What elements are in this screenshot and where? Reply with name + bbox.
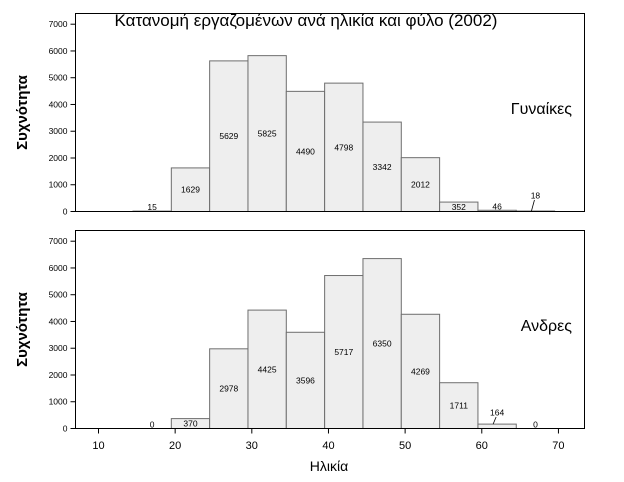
y-tick-label: 2000: [49, 370, 68, 380]
y-tick-label: 0: [63, 424, 68, 434]
bars: 15 1629 5629 5825 4490 4798 3342 2012 352 46 18: [132, 55, 556, 212]
bar: [477, 423, 517, 429]
x-tick-label: 30: [246, 440, 258, 452]
bar-value-label: 5825: [258, 129, 277, 139]
bar-value-label: 4425: [258, 364, 277, 374]
bar-value-label: 6350: [373, 339, 392, 349]
bar: [439, 382, 479, 429]
bar: [324, 82, 364, 212]
y-tick-label: 7000: [49, 19, 68, 29]
x-tick-label: 60: [476, 440, 488, 452]
y-axis-label: Συχνότητα: [14, 74, 31, 150]
y-tick-label: 0: [63, 207, 68, 217]
bar-value-label: 1629: [181, 185, 200, 195]
bar-value-label: 0: [150, 420, 155, 430]
bar: [247, 309, 287, 429]
bar: [324, 275, 364, 429]
x-tick-label: 40: [322, 440, 334, 452]
y-tick-label: 5000: [49, 73, 68, 83]
bar-value-label: 4269: [411, 366, 430, 376]
x-tick-label: 70: [552, 440, 564, 452]
y-tick-label: 4000: [49, 99, 68, 109]
y-tick-label: 3000: [49, 126, 68, 136]
y-tick-label: 2000: [49, 153, 68, 163]
y-tick-label: 6000: [49, 46, 68, 56]
bar-value-label: 2012: [411, 180, 430, 190]
bar: [400, 313, 441, 429]
panel-label-women: Γυναίκες: [511, 101, 573, 118]
bar-value-label: 164: [490, 408, 504, 418]
label-leader-line: [492, 416, 497, 425]
bar: [285, 90, 326, 212]
y-tick-label: 6000: [49, 263, 68, 273]
x-axis-label: Ηλικία: [310, 458, 348, 474]
bar-value-label: 1711: [450, 401, 469, 411]
chart-title: Κατανομή εργαζομένων ανά ηλικία και φύλο…: [115, 11, 498, 30]
bar: [247, 55, 287, 212]
panel-women: 15 1629 5629 5825 4490 4798 3342 2012 352 46 18 Συ…: [14, 13, 585, 217]
panel-men: 0 370 2978 4425 3596 5717 6350 4269 1711 164 0 Συχ…: [14, 230, 585, 452]
bar-value-label: 0: [533, 420, 538, 430]
bar-value-label: 18: [531, 191, 541, 201]
label-leader-line: [531, 199, 535, 212]
panel-frame: [75, 230, 585, 429]
bar-value-label: 15: [147, 202, 157, 212]
panel-label-men: Ανδρες: [521, 318, 573, 335]
bar: [170, 167, 211, 212]
x-tick-label: 10: [92, 440, 104, 452]
y-tick-label: 5000: [49, 290, 68, 300]
bar-value-label: 370: [183, 419, 197, 429]
x-tick-label: 50: [399, 440, 411, 452]
bar: [285, 331, 326, 430]
bar-value-label: 46: [492, 201, 502, 211]
bars: 0 370 2978 4425 3596 5717 6350 4269 1711 164 0: [150, 258, 538, 430]
x-tick-label: 20: [169, 440, 181, 452]
y-tick-label: 4000: [49, 316, 68, 326]
y-tick-label: 1000: [49, 397, 68, 407]
panel-frame: [75, 13, 585, 212]
bar-value-label: 5717: [334, 347, 353, 357]
y-tick-label: 3000: [49, 343, 68, 353]
bar-value-label: 352: [452, 202, 466, 212]
bar-value-label: 4490: [296, 146, 315, 156]
bar-value-label: 2978: [219, 384, 238, 394]
bar: [362, 121, 402, 212]
bar: [362, 258, 402, 430]
bar-value-label: 3342: [373, 162, 392, 172]
bar-value-label: 4798: [334, 142, 353, 152]
y-tick-label: 7000: [49, 236, 68, 246]
bar: [209, 348, 249, 430]
y-tick-label: 1000: [49, 180, 68, 190]
bar-value-label: 5629: [219, 131, 238, 141]
bar-value-label: 3596: [296, 375, 315, 385]
y-axis-label: Συχνότητα: [14, 291, 31, 367]
